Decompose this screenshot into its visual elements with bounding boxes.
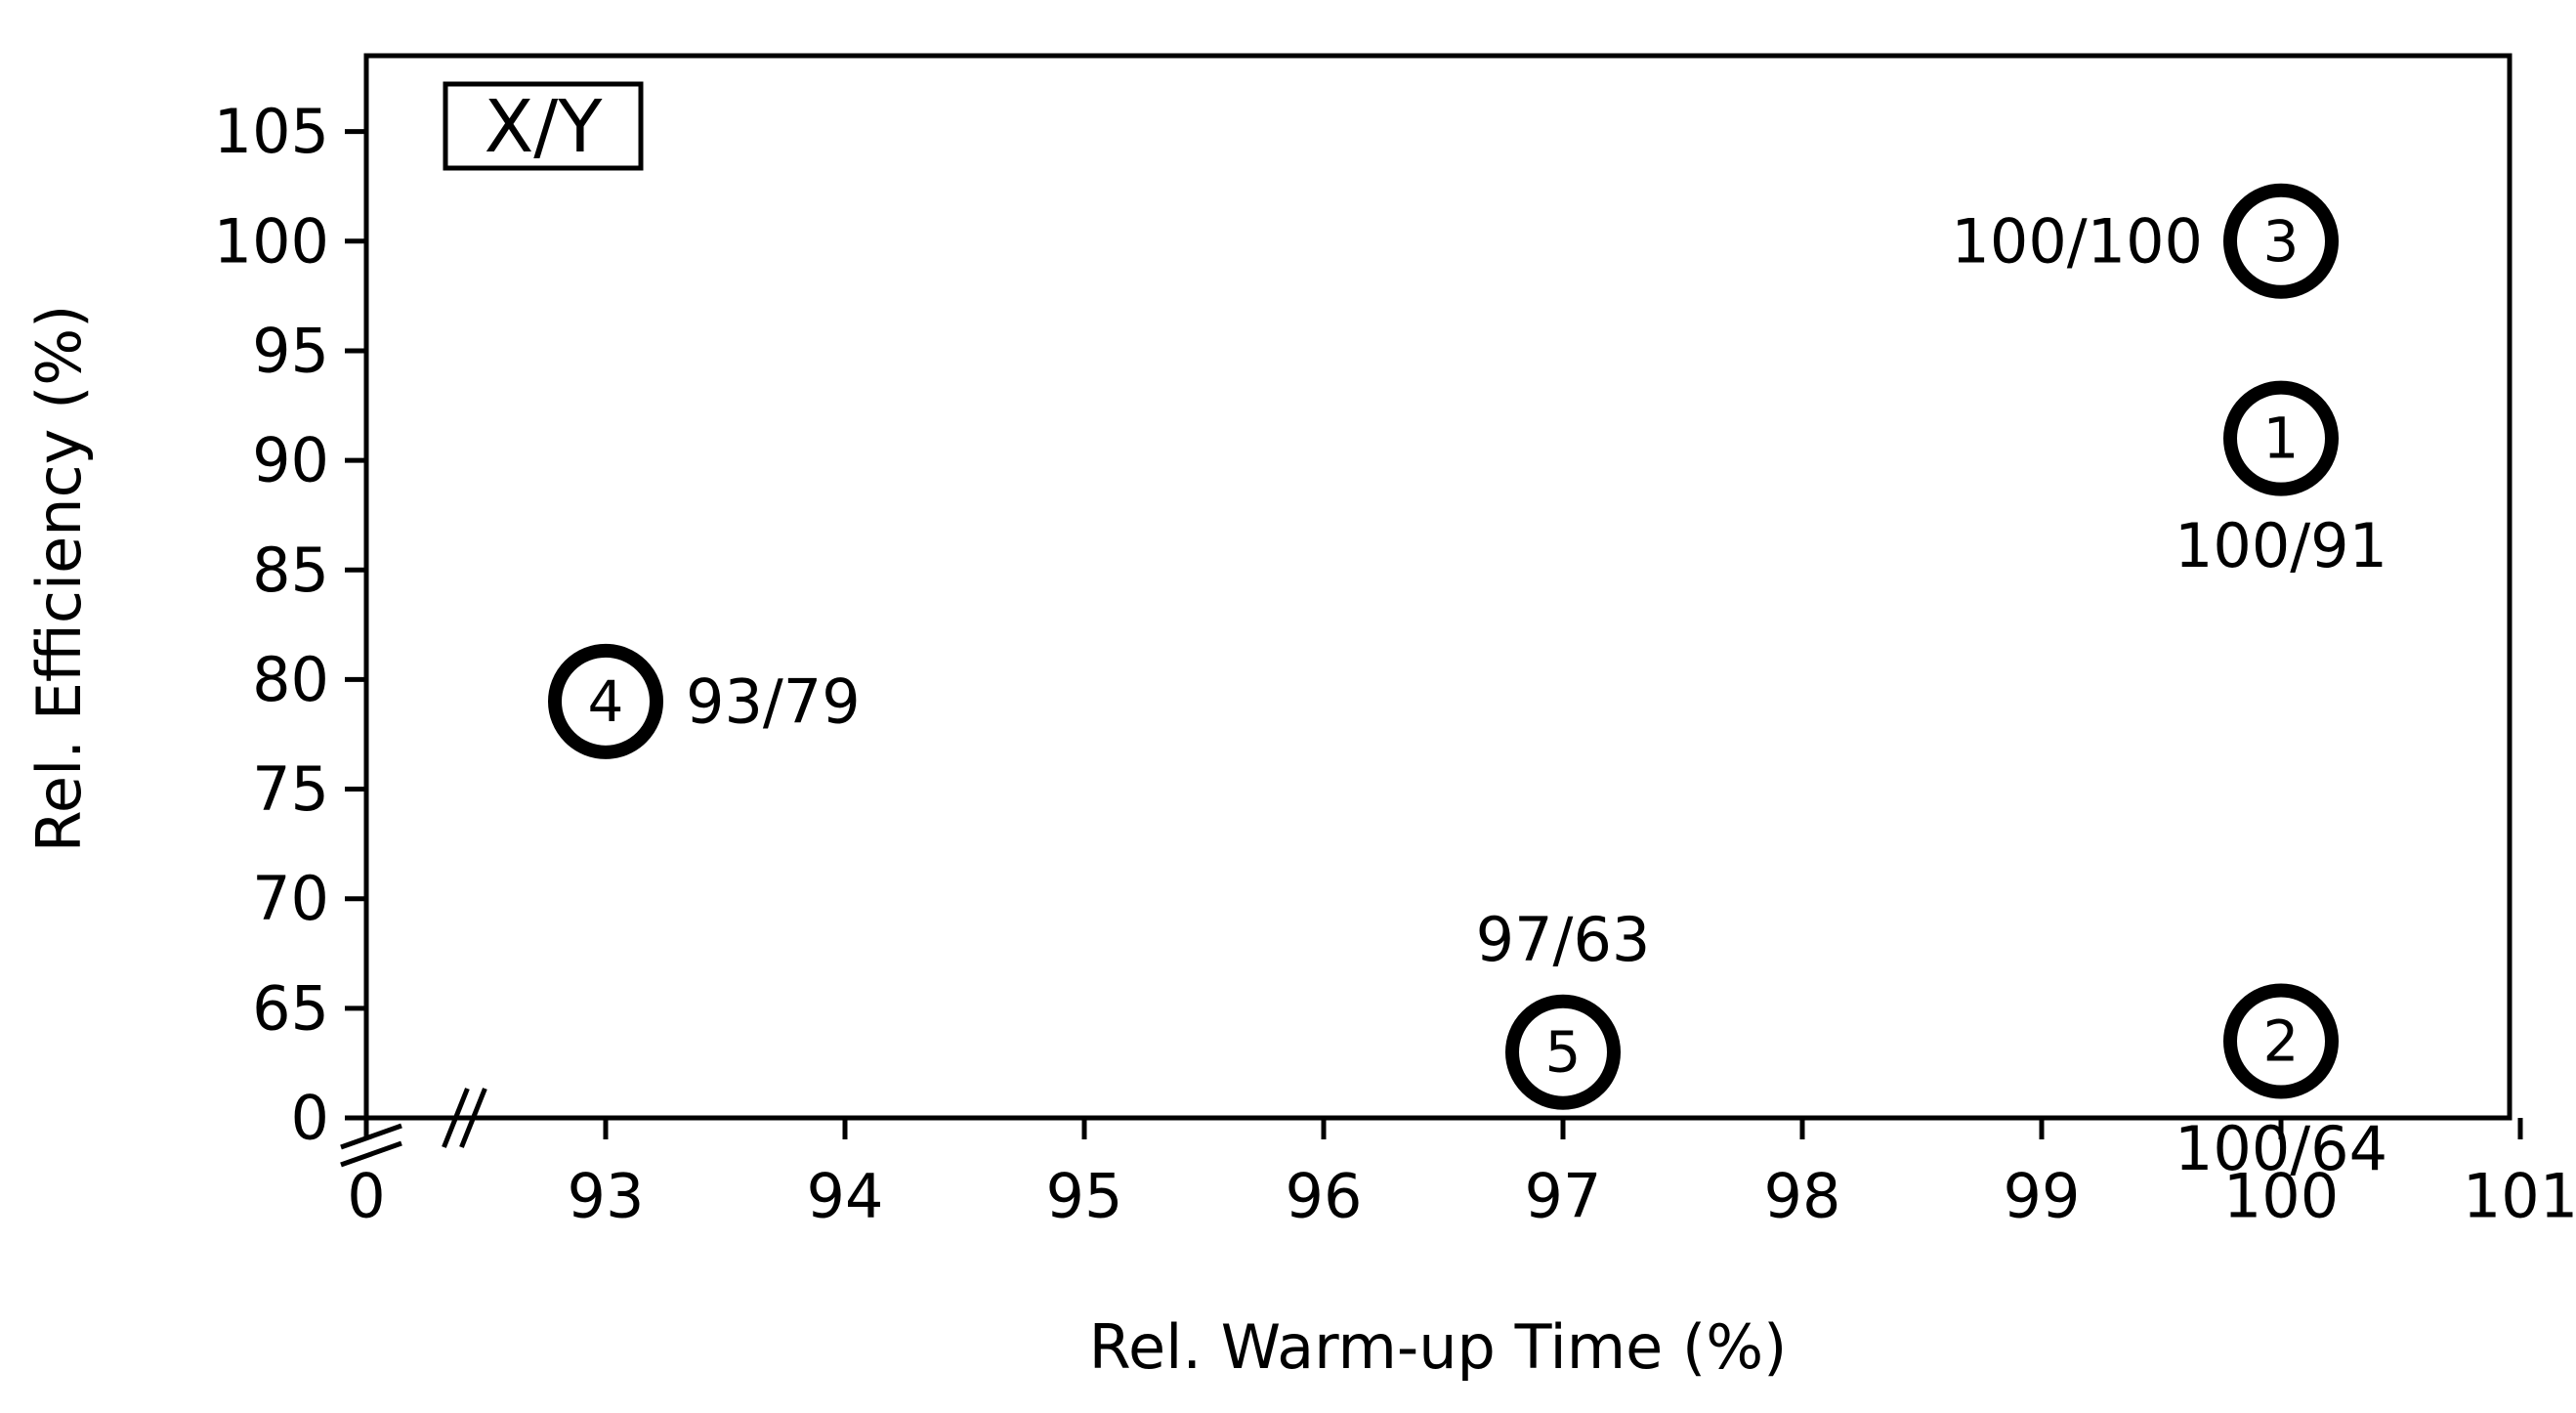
x-axis-title: Rel. Warm-up Time (%) xyxy=(1089,1311,1788,1383)
y-axis-ticks: 0 65 70 75 80 85 90 95 100 105 xyxy=(214,96,366,1154)
y-tick-label: 90 xyxy=(252,425,329,496)
x-tick-label: 94 xyxy=(807,1161,884,1232)
x-tick-label: 101 xyxy=(2463,1161,2576,1232)
x-axis-break-stroke xyxy=(442,1088,470,1148)
data-point-label: 100/91 xyxy=(2175,510,2387,581)
y-tick-label: 95 xyxy=(252,315,329,386)
data-point-marker xyxy=(2223,380,2339,496)
data-point-number: 1 xyxy=(2263,406,2300,472)
data-point-label: 93/79 xyxy=(686,665,861,737)
x-axis-break-stroke xyxy=(459,1088,487,1148)
data-point-marker xyxy=(548,643,663,759)
data-point-number: 4 xyxy=(588,668,624,735)
y-tick-label: 0 xyxy=(291,1083,329,1154)
data-points: 1 100/91 2 100/64 3 100/100 4 93/79 5 97/63 xyxy=(548,183,2387,1184)
plot-area-frame xyxy=(363,53,2513,1121)
x-tick-label: 98 xyxy=(1764,1161,1841,1232)
data-point-marker xyxy=(2223,983,2339,1099)
x-tick-label: 97 xyxy=(1525,1161,1602,1232)
x-tick-label: 93 xyxy=(568,1161,645,1232)
legend-box-label: X/Y xyxy=(485,85,604,169)
data-point-label: 97/63 xyxy=(1476,904,1651,975)
legend-box: X/Y xyxy=(443,81,644,171)
x-tick-label: 0 xyxy=(347,1161,385,1232)
data-point-label: 100/100 xyxy=(1951,205,2203,277)
data-point-1: 1 100/91 xyxy=(2175,380,2387,581)
y-axis-break-stroke xyxy=(340,1140,402,1168)
data-point-3: 3 100/100 xyxy=(1951,183,2339,299)
y-axis-title: Rel. Efficiency (%) xyxy=(23,305,95,853)
axis-break-marks xyxy=(340,1088,487,1168)
x-tick-label: 100 xyxy=(2223,1161,2339,1232)
y-tick-label: 80 xyxy=(252,644,329,715)
x-axis-ticks: 0 93 94 95 96 97 98 99 100 101 xyxy=(347,1118,2576,1232)
data-point-number: 2 xyxy=(2263,1007,2300,1074)
data-point-number: 3 xyxy=(2263,208,2300,275)
data-point-marker xyxy=(2223,183,2339,299)
y-tick-label: 100 xyxy=(214,205,329,277)
y-tick-label: 70 xyxy=(252,863,329,934)
data-point-number: 5 xyxy=(1545,1019,1582,1086)
data-point-5: 5 97/63 xyxy=(1476,904,1651,1110)
legend-box-frame xyxy=(443,81,644,171)
y-tick-label: 85 xyxy=(252,535,329,606)
data-point-marker xyxy=(1505,994,1621,1110)
y-axis-break-stroke xyxy=(340,1123,402,1150)
data-point-2: 2 100/64 xyxy=(2175,983,2387,1184)
y-tick-label: 75 xyxy=(252,753,329,825)
x-tick-label: 95 xyxy=(1046,1161,1123,1232)
y-tick-label: 105 xyxy=(214,96,329,167)
x-tick-label: 96 xyxy=(1286,1161,1363,1232)
y-tick-label: 65 xyxy=(252,972,329,1044)
data-point-4: 4 93/79 xyxy=(548,643,861,759)
x-tick-label: 99 xyxy=(2004,1161,2081,1232)
data-point-label: 100/64 xyxy=(2175,1113,2387,1184)
